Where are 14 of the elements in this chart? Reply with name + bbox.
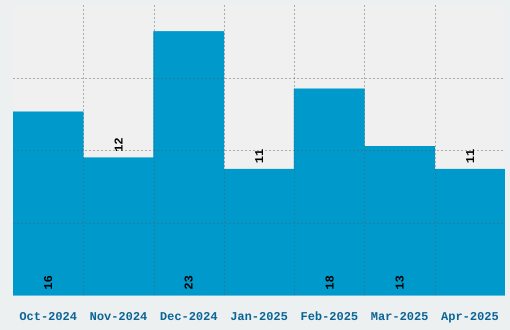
x-tick-label: Oct-2024	[19, 310, 77, 324]
data-label: 12	[112, 137, 126, 152]
x-tick-label: Nov-2024	[90, 310, 148, 324]
data-label: 11	[253, 148, 267, 164]
data-label: 16	[42, 275, 56, 290]
x-tick-label: Mar-2025	[370, 310, 428, 324]
data-label: 18	[323, 275, 338, 290]
x-tick-label: Apr-2025	[441, 310, 499, 324]
data-label: 11	[464, 148, 478, 164]
x-tick-label: Jan-2025	[230, 310, 288, 324]
data-label: 23	[182, 275, 197, 290]
data-label: 13	[394, 275, 408, 290]
x-tick-label: Feb-2025	[300, 310, 358, 324]
x-tick-label: Dec-2024	[160, 310, 218, 324]
